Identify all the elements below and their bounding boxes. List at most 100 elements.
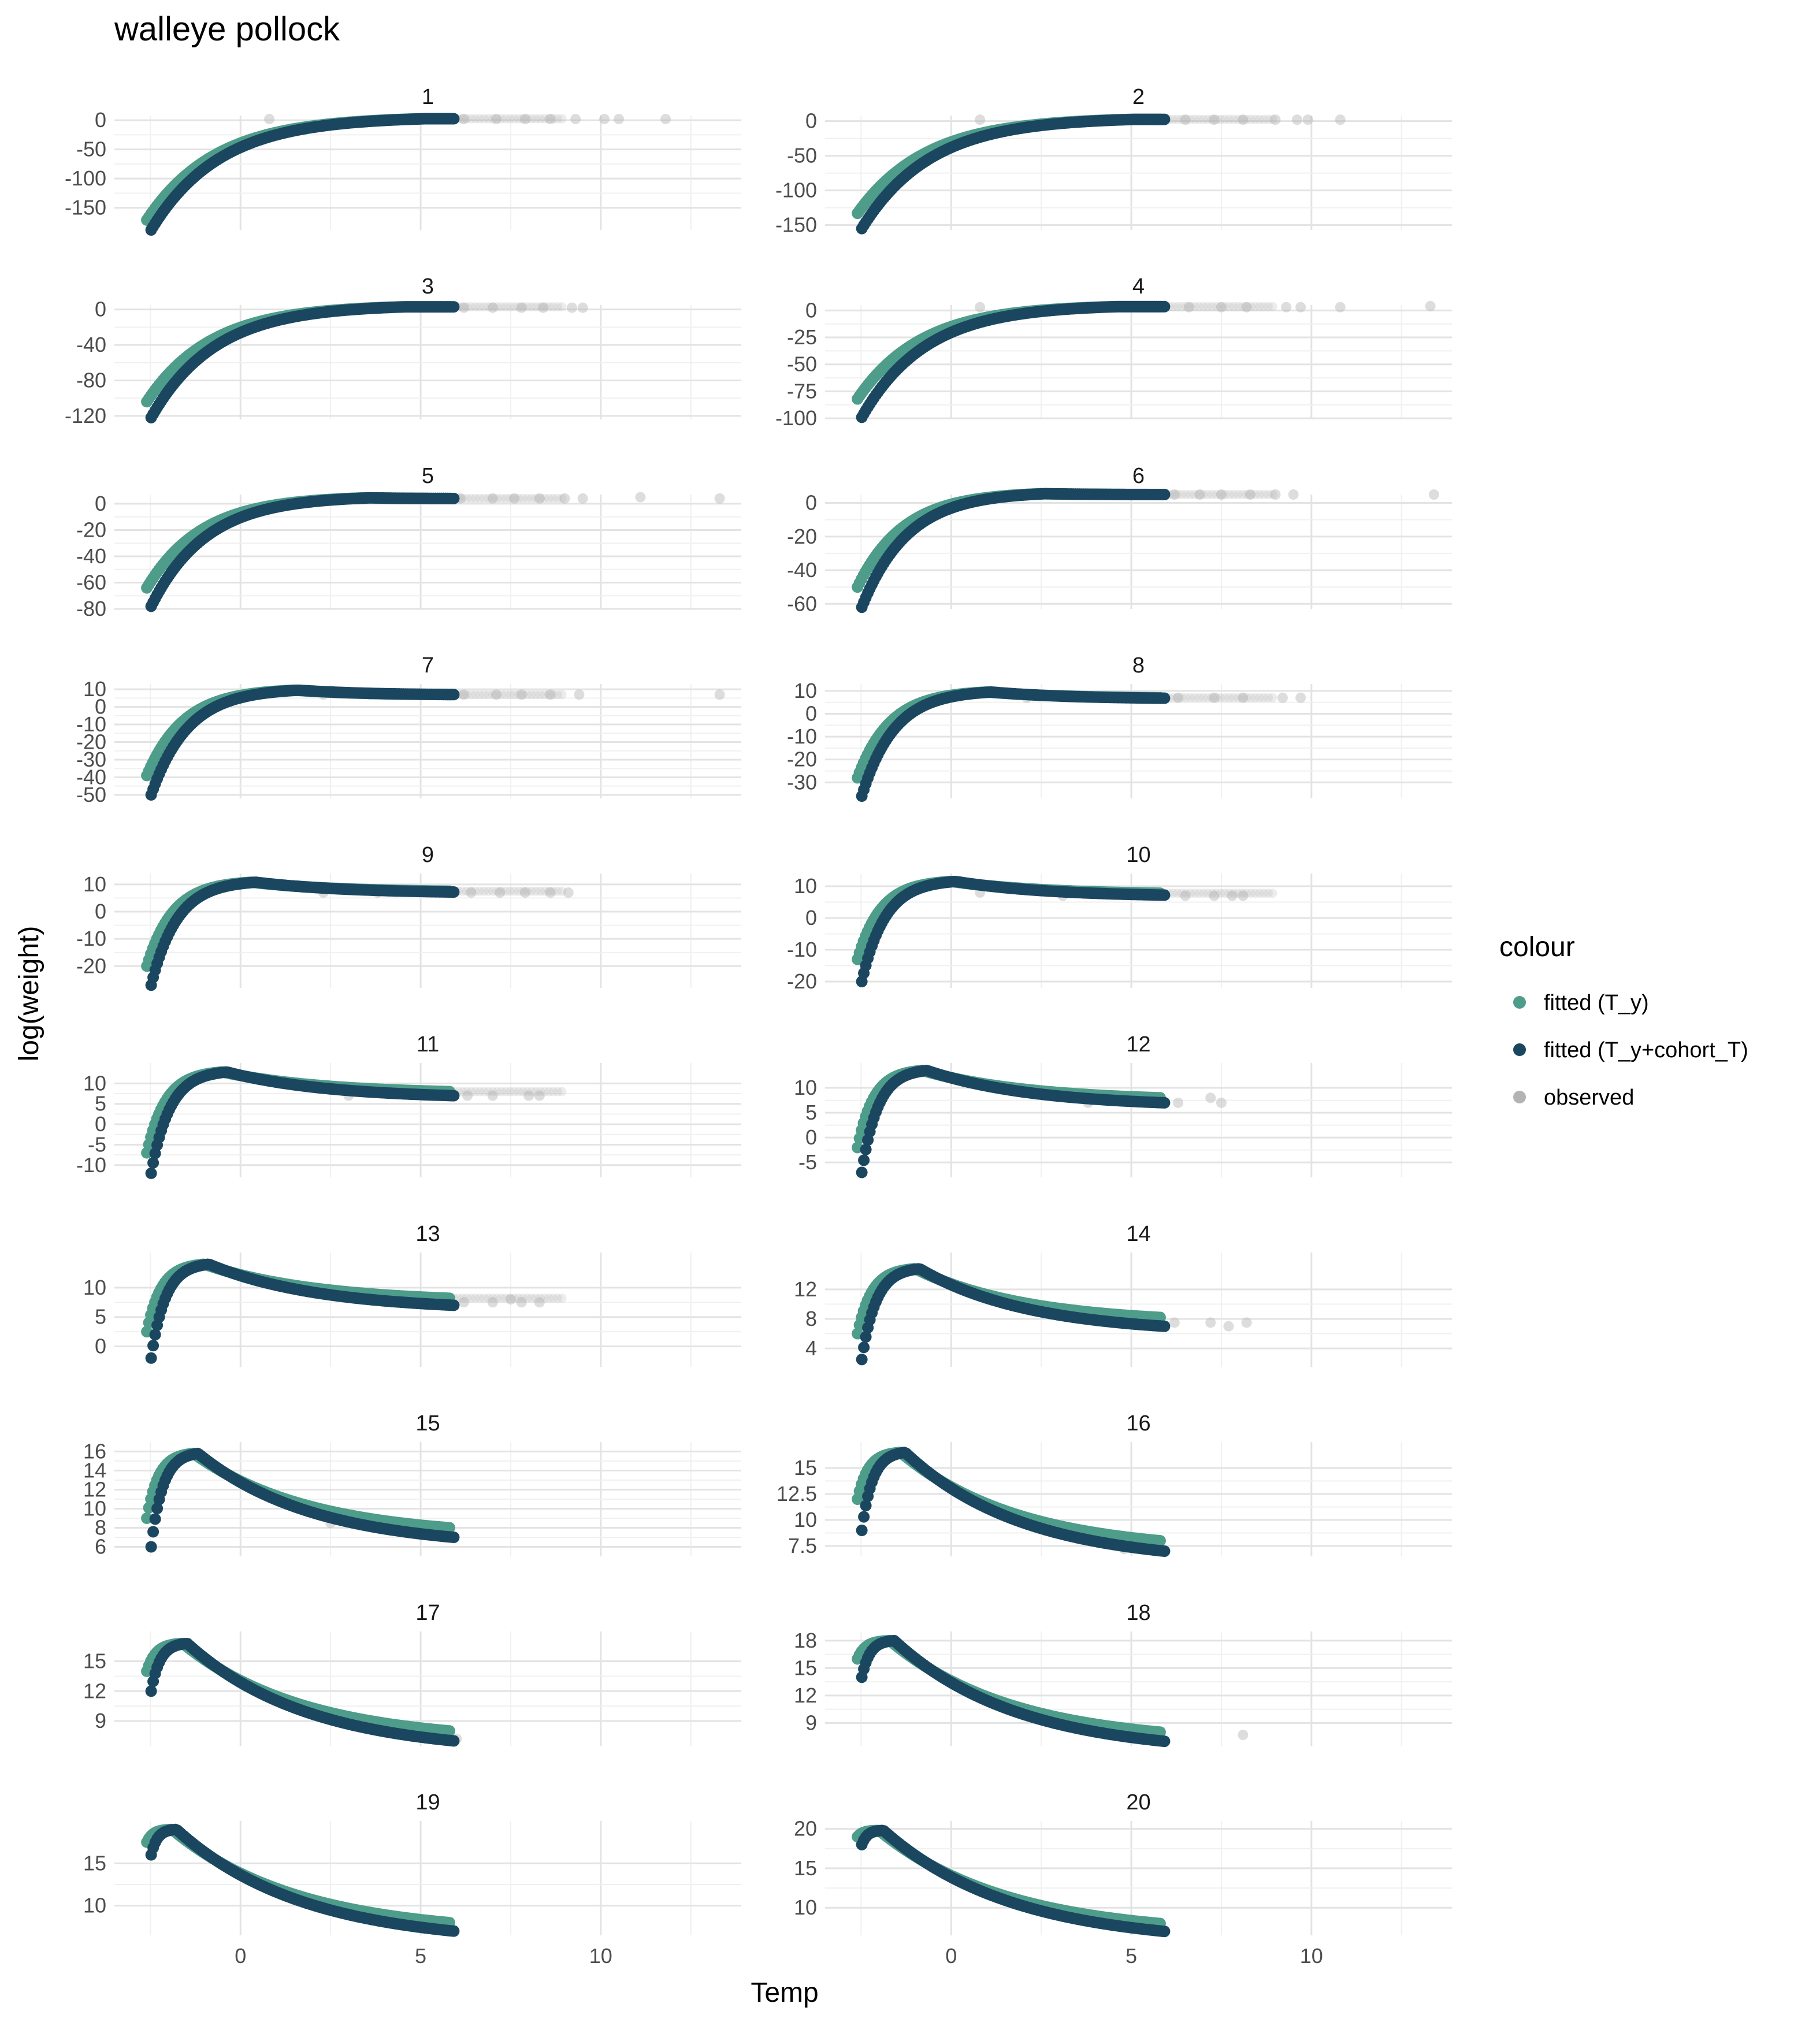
observed-point bbox=[1172, 114, 1182, 124]
observed-point bbox=[1241, 302, 1252, 313]
y-tick-label: -20 bbox=[76, 518, 106, 541]
y-tick-label: -100 bbox=[65, 166, 106, 190]
y-tick-label: -150 bbox=[65, 196, 106, 220]
y-tick-label: 10 bbox=[83, 1276, 106, 1299]
observed-point bbox=[635, 492, 646, 503]
y-tick-label: 10 bbox=[83, 872, 106, 896]
observed-point bbox=[1177, 114, 1187, 124]
observed-point bbox=[505, 114, 515, 124]
chart-title: walleye pollock bbox=[114, 10, 340, 48]
fitted-cohort-point bbox=[858, 1154, 870, 1166]
observed-point bbox=[557, 690, 567, 700]
observed-point bbox=[536, 302, 545, 312]
fitted-cohort-point bbox=[448, 1299, 460, 1311]
fitted-cohort-point bbox=[1158, 113, 1171, 125]
observed-point bbox=[1212, 114, 1221, 124]
y-tick-label: -10 bbox=[787, 724, 817, 748]
observed-point bbox=[975, 114, 986, 125]
observed-point bbox=[557, 886, 567, 896]
observed-point bbox=[522, 302, 532, 312]
observed-point bbox=[1194, 114, 1204, 124]
panel-strip-label: 14 bbox=[1126, 1222, 1150, 1246]
observed-point bbox=[1268, 490, 1277, 499]
fitted-cohort-point bbox=[1158, 489, 1171, 500]
observed-point bbox=[501, 114, 511, 124]
observed-point bbox=[1216, 114, 1225, 124]
observed-point bbox=[527, 114, 537, 124]
observed-point bbox=[1302, 114, 1313, 125]
observed-point bbox=[462, 114, 471, 124]
y-tick-label: -80 bbox=[76, 368, 106, 392]
y-tick-label: -25 bbox=[787, 325, 817, 349]
observed-point bbox=[1263, 114, 1273, 124]
y-tick-label: -100 bbox=[775, 406, 817, 430]
observed-point bbox=[570, 114, 581, 125]
fitted-cohort-point bbox=[145, 1167, 157, 1179]
y-axis-title: log(weight) bbox=[14, 926, 44, 1062]
y-tick-label: 0 bbox=[95, 298, 106, 321]
fitted-cohort-point bbox=[1158, 889, 1171, 901]
observed-point bbox=[577, 493, 588, 504]
observed-point bbox=[1183, 302, 1194, 313]
y-tick-label: 0 bbox=[95, 108, 106, 132]
observed-point bbox=[518, 302, 528, 312]
panel-strip-label: 9 bbox=[422, 843, 434, 867]
observed-point bbox=[501, 302, 511, 312]
observed-point bbox=[466, 302, 476, 312]
observed-point bbox=[458, 302, 467, 312]
observed-point bbox=[1216, 302, 1227, 313]
y-tick-label: 0 bbox=[805, 1125, 817, 1149]
observed-point bbox=[516, 302, 527, 313]
observed-point bbox=[540, 302, 549, 312]
fitted-cohort-point bbox=[448, 886, 460, 898]
observed-point bbox=[1291, 114, 1302, 125]
observed-point bbox=[1295, 692, 1306, 703]
observed-point bbox=[544, 114, 554, 124]
observed-point bbox=[1209, 114, 1220, 125]
y-tick-label: 0 bbox=[805, 491, 817, 515]
fitted-cohort-point bbox=[448, 1090, 460, 1102]
observed-point bbox=[1190, 114, 1199, 124]
y-tick-label: -10 bbox=[787, 938, 817, 961]
observed-point bbox=[487, 302, 498, 313]
y-tick-label: 0 bbox=[95, 492, 106, 515]
observed-point bbox=[577, 302, 588, 313]
observed-point bbox=[538, 302, 549, 313]
panel-strip-label: 2 bbox=[1132, 85, 1145, 109]
panel-strip-label: 4 bbox=[1132, 274, 1145, 299]
observed-point bbox=[1181, 114, 1191, 124]
fitted-cohort-point bbox=[145, 1352, 157, 1364]
observed-point bbox=[1203, 114, 1213, 124]
observed-point bbox=[1169, 1317, 1180, 1328]
panel-strip-label: 5 bbox=[422, 464, 434, 488]
observed-point bbox=[548, 114, 558, 124]
observed-point bbox=[714, 493, 725, 504]
y-tick-label: 5 bbox=[805, 1101, 817, 1124]
observed-point bbox=[488, 302, 497, 312]
observed-point bbox=[496, 114, 506, 124]
observed-point bbox=[1238, 114, 1247, 124]
y-tick-label: -75 bbox=[787, 379, 817, 403]
panel-strip-label: 7 bbox=[422, 653, 434, 678]
fitted-cohort-point bbox=[858, 1341, 870, 1354]
fitted-cohort-point bbox=[448, 689, 460, 701]
y-tick-label: -20 bbox=[787, 969, 817, 993]
y-tick-label: 8 bbox=[805, 1307, 817, 1330]
observed-point bbox=[557, 1087, 567, 1097]
x-axis-title: Temp bbox=[751, 1978, 818, 2008]
observed-point bbox=[1277, 692, 1288, 703]
fitted-cohort-point bbox=[856, 1354, 868, 1366]
observed-point bbox=[1220, 114, 1230, 124]
observed-point bbox=[545, 114, 556, 125]
observed-point bbox=[1223, 1321, 1234, 1332]
fitted-cohort-point bbox=[448, 113, 460, 125]
observed-point bbox=[1233, 114, 1243, 124]
y-tick-label: -80 bbox=[76, 597, 106, 620]
y-tick-label: -10 bbox=[76, 1153, 106, 1177]
panels-layer: 10-50-100-15020-50-100-15030-40-80-12040… bbox=[65, 85, 1452, 1968]
observed-point bbox=[536, 114, 545, 124]
observed-point bbox=[1428, 489, 1439, 500]
observed-point bbox=[1246, 114, 1256, 124]
panel-strip-label: 6 bbox=[1132, 464, 1145, 488]
fitted-cohort-point bbox=[147, 1340, 159, 1352]
